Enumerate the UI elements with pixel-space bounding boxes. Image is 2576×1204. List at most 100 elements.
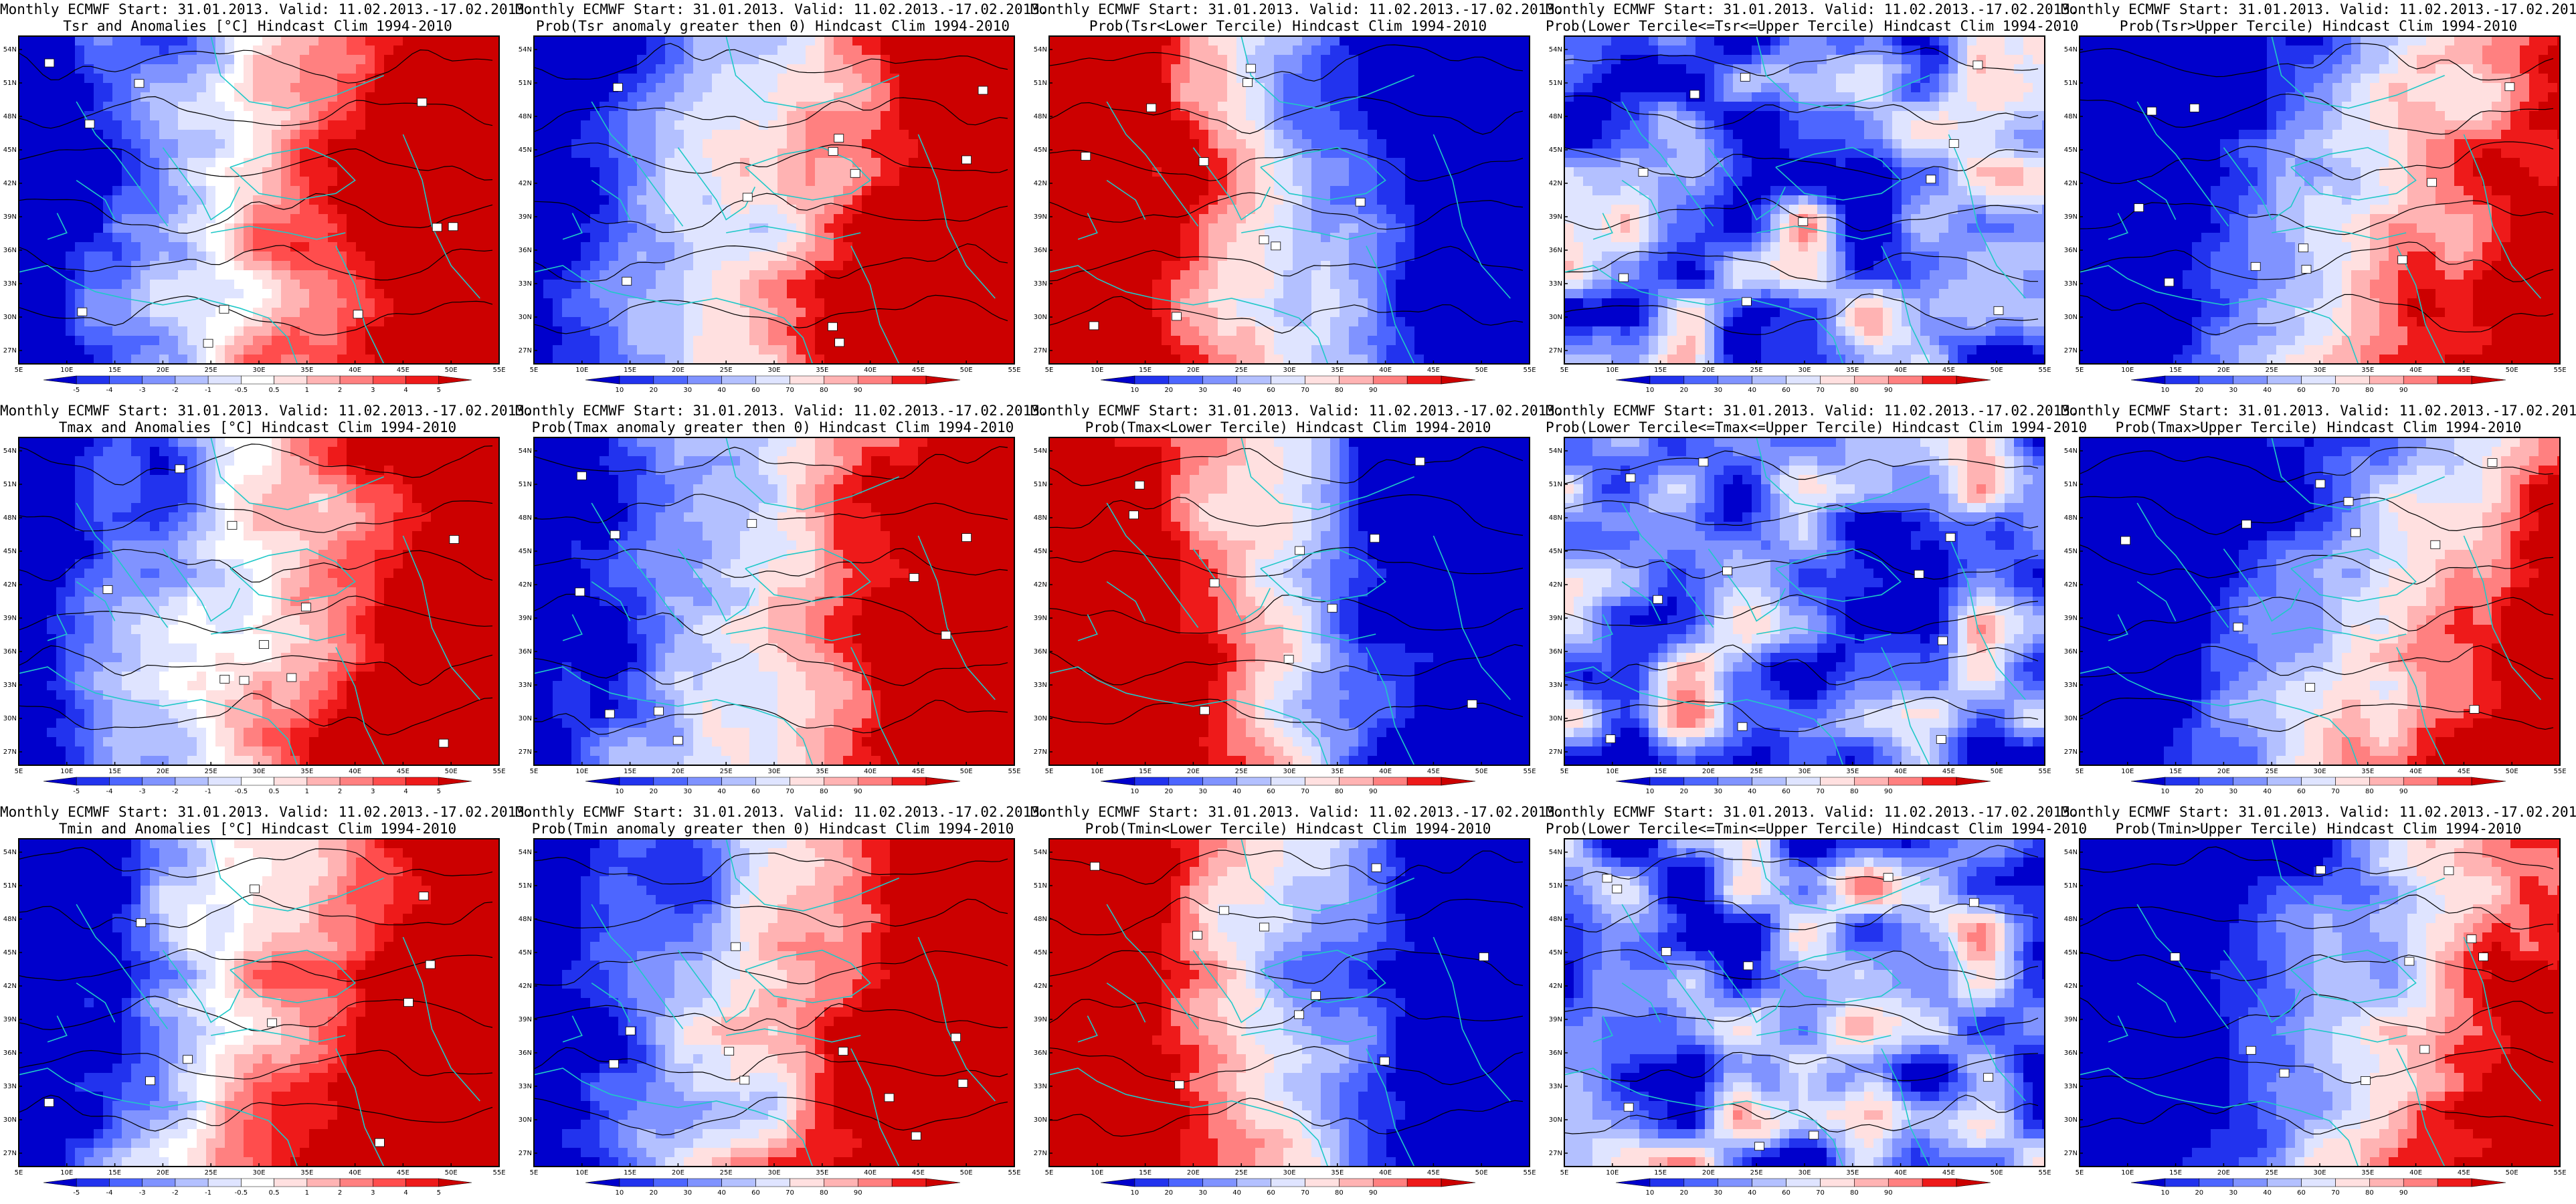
lon-tick-label: 35E bbox=[816, 367, 828, 374]
contour-value-label bbox=[2305, 683, 2316, 692]
colorbar-swatch bbox=[2130, 777, 2166, 786]
colorbar-swatch bbox=[721, 1178, 756, 1187]
lon-tick-label: 45E bbox=[912, 367, 925, 374]
lon-tick-label: 30E bbox=[767, 768, 780, 775]
colorbar-swatch bbox=[142, 1178, 176, 1187]
lat-tick-label: 30N bbox=[2064, 314, 2078, 321]
panel-title-line2: Tmin and Anomalies [°C] Hindcast Clim 19… bbox=[0, 821, 515, 837]
panel-title-line2: Prob(Tmin anomaly greater then 0) Hindca… bbox=[515, 821, 1030, 837]
colorbar-label: 90 bbox=[2399, 1189, 2408, 1197]
contour-value-label bbox=[1199, 706, 1210, 715]
contour-value-label bbox=[838, 1047, 848, 1056]
lat-tick-label: 30N bbox=[3, 1116, 17, 1124]
lon-tick-label: 55E bbox=[1008, 367, 1020, 374]
contour-value-label bbox=[1936, 735, 1946, 744]
lon-tick-label: 15E bbox=[108, 768, 121, 775]
lat-tick-label: 54N bbox=[1034, 849, 1047, 856]
map-canvas: 54N 51N 48N 45N 42N 39N 36N 33N 30N 27N 5E 10E 15E 20… bbox=[519, 437, 1021, 795]
colorbar-swatch bbox=[142, 777, 176, 786]
colorbar-swatch bbox=[2130, 1178, 2166, 1187]
colorbar-swatch bbox=[2369, 375, 2404, 385]
contour-value-label bbox=[2279, 1068, 2290, 1078]
panel-title-line1: Monthly ECMWF Start: 31.01.2013. Valid: … bbox=[0, 1, 533, 18]
colorbar-label: 20 bbox=[1164, 387, 1173, 394]
lon-tick-label: 20E bbox=[1702, 367, 1715, 374]
contour-value-label bbox=[1327, 603, 1338, 613]
colorbar-swatch bbox=[1786, 1178, 1821, 1187]
map-panel: Monthly ECMWF Start: 31.01.2013. Valid: … bbox=[1546, 0, 2079, 401]
lat-tick-label: 27N bbox=[519, 748, 532, 756]
lat-tick-label: 48N bbox=[519, 514, 532, 522]
colorbar-label: 5 bbox=[437, 788, 441, 795]
contour-value-label bbox=[1623, 1102, 1634, 1112]
lon-tick-label: 35E bbox=[300, 1169, 313, 1177]
colorbar-label: -1 bbox=[205, 1189, 211, 1197]
lat-axis: 54N 51N 48N 45N 42N 39N 36N 33N 30N 27N bbox=[1034, 447, 1052, 756]
contour-value-label bbox=[1972, 60, 1983, 70]
colorbar-swatch bbox=[2165, 375, 2200, 385]
lat-tick-label: 39N bbox=[3, 615, 17, 622]
colorbar-swatch bbox=[653, 375, 688, 385]
colorbar-label: 90 bbox=[854, 1189, 862, 1197]
colorbar-swatch bbox=[755, 777, 790, 786]
lon-tick-label: 40E bbox=[349, 768, 361, 775]
colorbar-label: 10 bbox=[616, 387, 624, 394]
colorbar-swatch bbox=[2301, 1178, 2336, 1187]
contour-value-labels bbox=[1090, 862, 1489, 1090]
colorbar-swatch bbox=[1441, 777, 1476, 786]
panel-title: Monthly ECMWF Start: 31.01.2013. Valid: … bbox=[1546, 804, 2087, 837]
panel-title-line1: Monthly ECMWF Start: 31.01.2013. Valid: … bbox=[1030, 1, 1564, 18]
colorbar-swatch bbox=[2267, 375, 2302, 385]
colorbar-label: 30 bbox=[2229, 1189, 2237, 1197]
contour-value-label bbox=[1081, 152, 1091, 161]
contour-lines bbox=[2079, 43, 2554, 336]
colorbar-swatch bbox=[109, 1178, 143, 1187]
lon-tick-label: 20E bbox=[1702, 1169, 1715, 1177]
lon-tick-label: 5E bbox=[15, 1169, 23, 1177]
colorbar-label: 40 bbox=[1232, 1189, 1241, 1197]
lat-tick-label: 51N bbox=[2064, 481, 2078, 488]
panel-title: Monthly ECMWF Start: 31.01.2013. Valid: … bbox=[0, 1, 533, 35]
colorbar-label: 90 bbox=[1884, 387, 1893, 394]
lon-tick-label: 55E bbox=[2038, 1169, 2051, 1177]
lon-tick-label: 25E bbox=[1750, 1169, 1763, 1177]
shaded-field bbox=[1049, 36, 1530, 364]
map-canvas: 54N 51N 48N 45N 42N 39N 36N 33N 30N 27N 5E 10E 15E 20… bbox=[1034, 437, 1536, 795]
contour-value-label bbox=[1128, 510, 1139, 520]
lat-tick-label: 45N bbox=[2064, 146, 2078, 154]
lon-tick-label: 40E bbox=[1379, 1169, 1392, 1177]
contour-value-label bbox=[2478, 952, 2488, 961]
contour-value-label bbox=[300, 603, 311, 611]
lat-tick-label: 33N bbox=[1034, 682, 1047, 689]
colorbar-label: -0.5 bbox=[235, 788, 248, 795]
lat-tick-label: 27N bbox=[2064, 748, 2078, 756]
colorbar: 10 20 30 40 60 70 80 90 bbox=[1100, 777, 1476, 795]
colorbar-swatch bbox=[1820, 375, 1855, 385]
lat-tick-label: 36N bbox=[2064, 648, 2078, 656]
lat-tick-label: 42N bbox=[2064, 581, 2078, 589]
lon-tick-label: 20E bbox=[157, 367, 169, 374]
contour-value-label bbox=[1271, 241, 1281, 251]
lat-tick-label: 51N bbox=[3, 80, 17, 87]
map-panel: Monthly ECMWF Start: 31.01.2013. Valid: … bbox=[2061, 401, 2576, 803]
colorbar-swatch bbox=[1888, 375, 1923, 385]
lon-tick-label: 5E bbox=[530, 768, 539, 775]
colorbar-label: 90 bbox=[854, 788, 862, 795]
lon-tick-label: 50E bbox=[445, 768, 458, 775]
colorbar-swatch bbox=[1168, 1178, 1204, 1187]
colorbar-label: 80 bbox=[2365, 788, 2374, 795]
lon-tick-label: 20E bbox=[2217, 1169, 2230, 1177]
lon-tick-label: 10E bbox=[2121, 768, 2134, 775]
panel-title-line1: Monthly ECMWF Start: 31.01.2013. Valid: … bbox=[515, 403, 1048, 419]
lon-tick-label: 15E bbox=[1654, 768, 1667, 775]
map-canvas: 54N 51N 48N 45N 42N 39N 36N 33N 30N 27N 5E 10E 15E 20… bbox=[2064, 437, 2567, 795]
colorbar-label: 60 bbox=[1267, 387, 1275, 394]
colorbar-swatch bbox=[1305, 777, 1340, 786]
lat-tick-label: 54N bbox=[3, 46, 17, 54]
lat-tick-label: 30N bbox=[3, 314, 17, 321]
lon-tick-label: 40E bbox=[1379, 768, 1392, 775]
lon-tick-label: 5E bbox=[1045, 768, 1054, 775]
contour-value-label bbox=[961, 533, 972, 542]
lon-tick-label: 20E bbox=[157, 768, 169, 775]
contour-value-label bbox=[1414, 457, 1425, 466]
